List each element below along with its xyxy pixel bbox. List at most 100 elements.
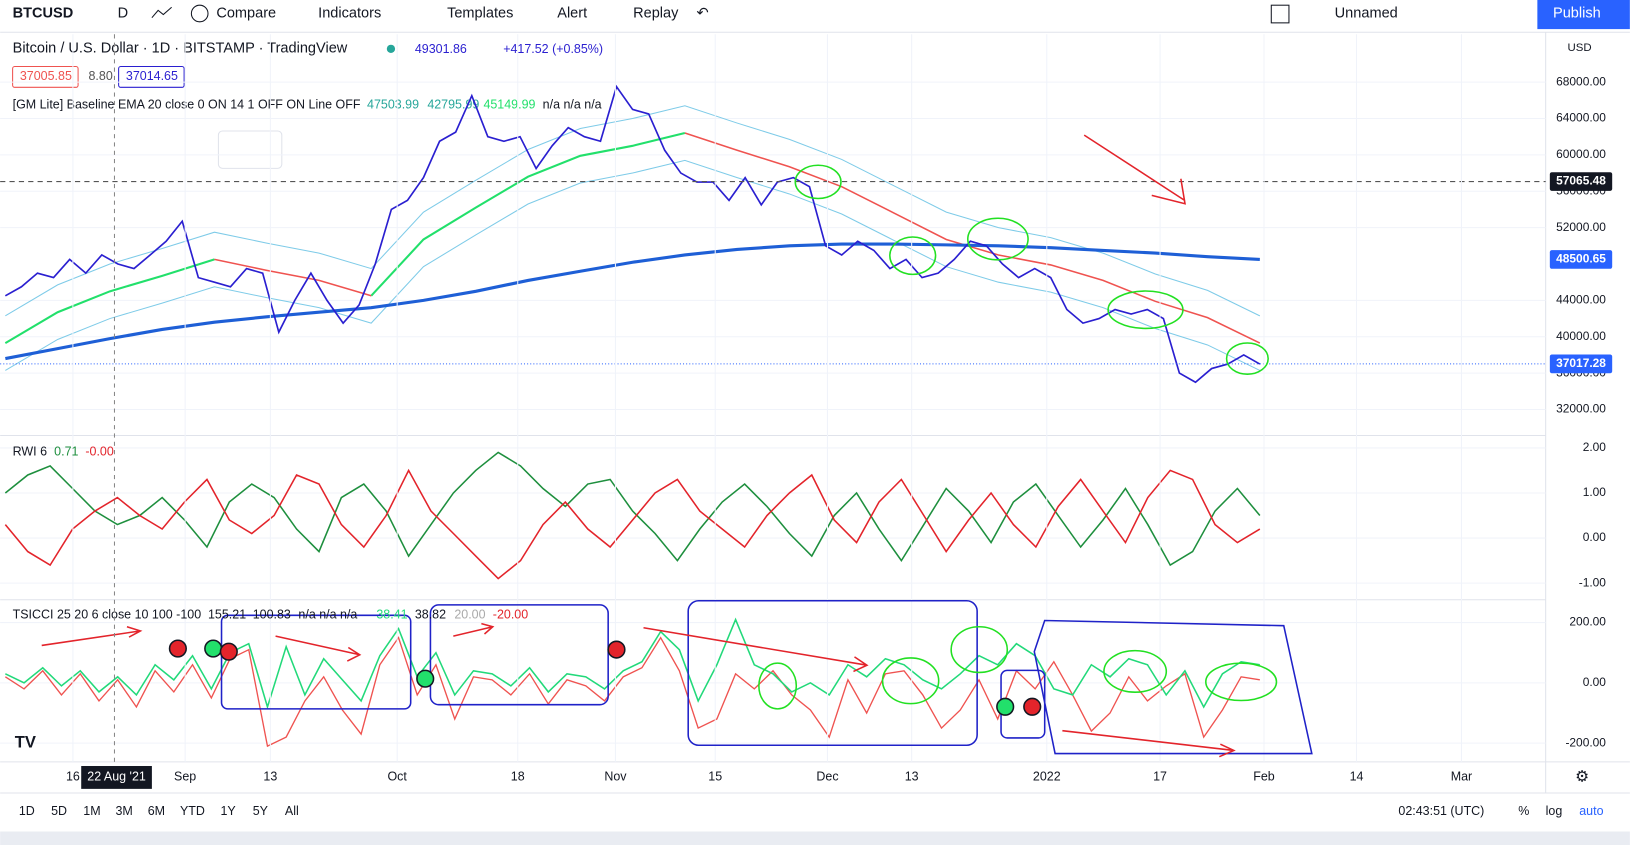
x-tick-label: 13: [905, 770, 919, 784]
toolbar-item[interactable]: Compare: [216, 5, 276, 21]
annotation-circle: [1205, 662, 1278, 702]
compare-icon[interactable]: [190, 4, 209, 23]
chart-type-icon[interactable]: [151, 6, 172, 19]
annotation-arrow: [1083, 134, 1186, 205]
series-line: [5, 105, 1261, 317]
y-tick-label: -200.00: [1565, 735, 1606, 749]
series-line: [214, 132, 1261, 344]
layout-icon[interactable]: [1270, 4, 1290, 24]
symbol[interactable]: BTCUSD: [13, 5, 74, 21]
cursor-label: 22 Aug '21: [87, 770, 146, 784]
x-tick-label: 16: [66, 770, 80, 784]
x-tick-label: Feb: [1253, 770, 1275, 784]
x-tick-label: Mar: [1451, 770, 1472, 784]
annotation-circle: [881, 657, 940, 705]
pane-value: 155.21: [208, 608, 246, 622]
toggle[interactable]: %: [1518, 804, 1529, 818]
series-line: [5, 159, 1261, 371]
toolbar-item[interactable]: Templates: [447, 5, 513, 21]
y-tick-label: 40000.00: [1556, 329, 1606, 343]
publish-button[interactable]: [1537, 0, 1630, 30]
pane-value: 100.83: [253, 608, 291, 622]
settings-icon[interactable]: ⚙: [1575, 769, 1589, 786]
pane-value: 0.71: [54, 444, 78, 458]
spread: 8.80: [88, 69, 112, 83]
toolbar-item[interactable]: Alert: [557, 5, 587, 21]
bid-box: [12, 65, 79, 88]
range-button[interactable]: 5Y: [253, 804, 269, 818]
toolbar-item[interactable]: Replay: [633, 5, 679, 21]
floating-toolbar[interactable]: [217, 130, 283, 169]
annotation-circle: [1107, 290, 1184, 330]
clock: 02:43:51 (UTC): [1398, 804, 1484, 818]
range-button[interactable]: 1M: [83, 804, 100, 818]
signal-dot: [996, 697, 1015, 716]
toggle[interactable]: auto: [1579, 804, 1603, 818]
annotation-arrow: [275, 635, 362, 662]
x-tick-label: 17: [1153, 770, 1167, 784]
series-line: [4, 132, 686, 344]
cursor-label-bg: [81, 766, 152, 789]
price-badge: [1549, 250, 1613, 269]
pane-value: n/a n/a n/a: [298, 608, 357, 622]
ask: 37014.65: [126, 69, 178, 83]
signal-dots: [168, 639, 1042, 716]
indicator-value: 42795.99: [427, 97, 479, 111]
pane-value: 20.00: [454, 608, 485, 622]
indicator-value: 45149.99: [483, 97, 535, 111]
range-button[interactable]: 5D: [51, 804, 67, 818]
pane-value: 38.82: [415, 608, 446, 622]
x-tick-label: 15: [708, 770, 722, 784]
y-tick-label: 32000.00: [1556, 402, 1606, 416]
tv-logo: TV: [15, 733, 36, 752]
series-line: [4, 636, 1260, 748]
indicator-value: n/a n/a n/a: [543, 97, 602, 111]
pane-value: -20.00: [493, 608, 528, 622]
layout-name[interactable]: Unnamed: [1335, 5, 1398, 21]
range-button[interactable]: 6M: [148, 804, 165, 818]
y-tick-label: 44000.00: [1556, 293, 1606, 307]
indicator-label: [GM Lite] Baseline EMA 20 close 0 ON 14 …: [13, 97, 361, 111]
bid: 37005.85: [20, 69, 72, 83]
x-tick-label: 13: [263, 770, 277, 784]
annotation-box: [220, 614, 412, 710]
range-button[interactable]: 3M: [116, 804, 133, 818]
range-buttons: 1D 5D 1M 3M 6M YTD 1Y 5Y All: [19, 804, 299, 818]
annotation-arrow: [643, 627, 869, 673]
annotation-box: [429, 604, 609, 706]
pane-label: TSICCI 25 20 6 close 10 100 -100: [13, 608, 202, 622]
change: +417.52 (+0.85%): [503, 42, 603, 56]
series-line: [5, 242, 1260, 361]
publish-label[interactable]: Publish: [1553, 5, 1601, 21]
signal-dot: [607, 640, 626, 659]
price-badge-label: 48500.65: [1556, 252, 1606, 266]
bottom-strip: [0, 831, 1630, 845]
annotation-circle: [889, 236, 937, 276]
currency[interactable]: USD: [1567, 42, 1591, 54]
y-tick-label: 1.00: [1583, 485, 1607, 499]
pane-label: RWI 6: [13, 444, 47, 458]
toggle[interactable]: log: [1546, 804, 1563, 818]
series-line: [4, 84, 1261, 384]
x-tick-label: 14: [1350, 770, 1364, 784]
range-button[interactable]: All: [285, 804, 299, 818]
y-tick-label: 64000.00: [1556, 111, 1606, 125]
range-button[interactable]: YTD: [180, 804, 205, 818]
y-tick-label: 68000.00: [1556, 74, 1606, 88]
quote: 49301.86: [415, 42, 467, 56]
range-button[interactable]: 1D: [19, 804, 35, 818]
annotation-circle: [1103, 649, 1168, 693]
annotation-circle: [1225, 342, 1269, 375]
annotation-arrow: [41, 625, 143, 647]
signal-dot: [168, 639, 187, 658]
annotation-arrow: [1062, 729, 1236, 758]
y-tick-label: 60000.00: [1556, 147, 1606, 161]
indicator-value: 47503.99: [367, 97, 419, 111]
range-button[interactable]: 1Y: [220, 804, 236, 818]
undo[interactable]: ↶: [697, 5, 709, 21]
toolbar-item[interactable]: Indicators: [318, 5, 381, 21]
interval[interactable]: D: [118, 5, 129, 21]
series-line: [4, 468, 1261, 580]
